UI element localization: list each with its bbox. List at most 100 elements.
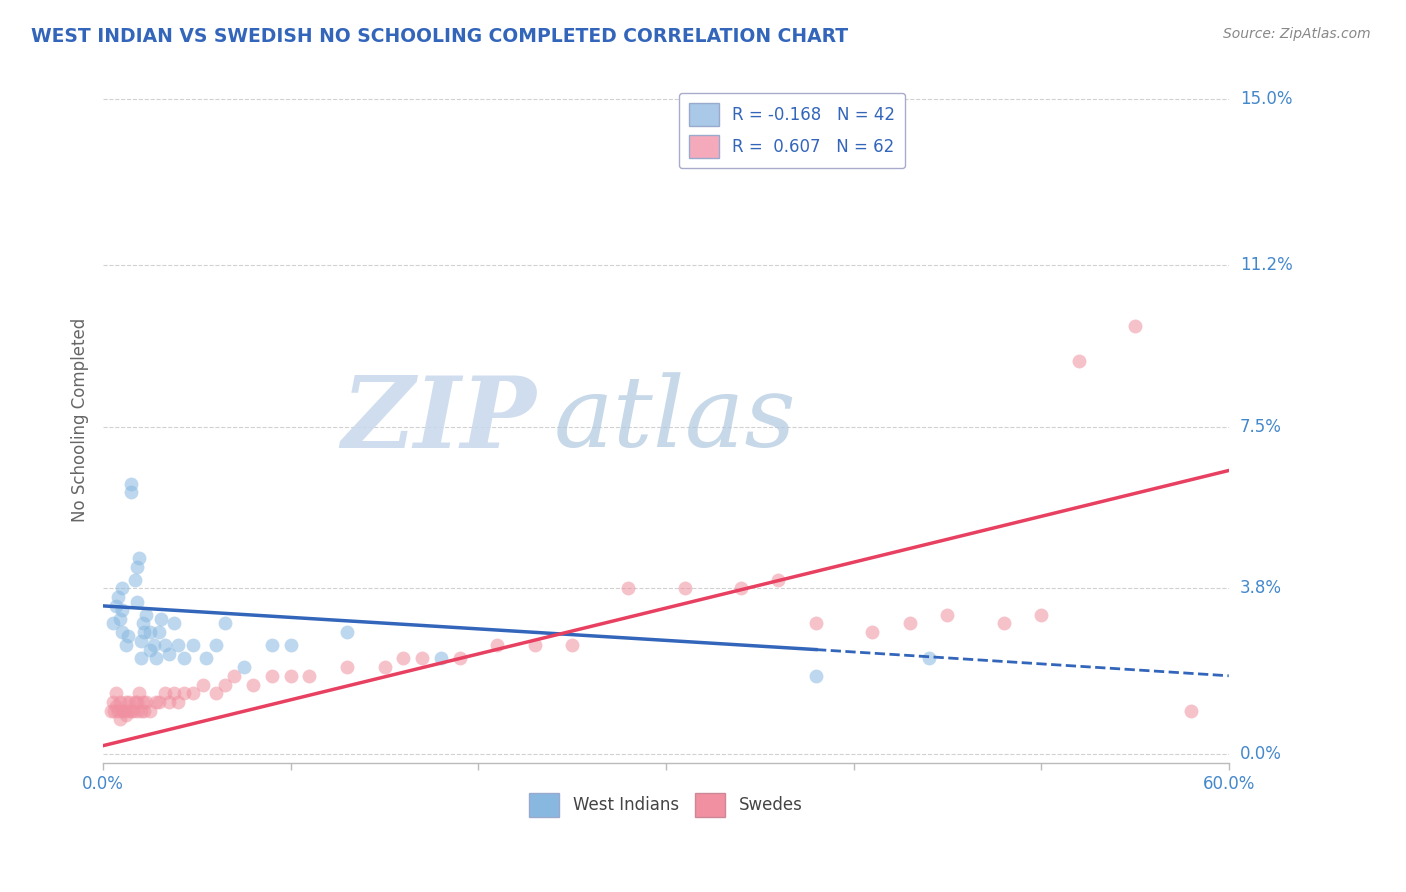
- Point: [139, 704, 162, 718]
- Point: [373, 660, 395, 674]
- Text: 11.2%: 11.2%: [1240, 256, 1292, 274]
- Point: [191, 677, 214, 691]
- Point: [617, 582, 640, 596]
- Point: [1029, 607, 1052, 622]
- Point: [108, 695, 131, 709]
- Point: [107, 590, 129, 604]
- Point: [167, 638, 190, 652]
- Point: [730, 582, 752, 596]
- Text: 0.0%: 0.0%: [1240, 746, 1282, 764]
- Point: [108, 612, 131, 626]
- Point: [204, 686, 226, 700]
- Point: [128, 686, 150, 700]
- Point: [120, 476, 142, 491]
- Point: [157, 647, 180, 661]
- Point: [118, 695, 141, 709]
- Point: [111, 603, 134, 617]
- Point: [117, 704, 139, 718]
- Point: [111, 582, 134, 596]
- Point: [936, 607, 959, 622]
- Point: [131, 695, 153, 709]
- Point: [993, 616, 1015, 631]
- Point: [105, 686, 128, 700]
- Point: [129, 704, 152, 718]
- Point: [125, 704, 148, 718]
- Point: [125, 594, 148, 608]
- Point: [153, 686, 176, 700]
- Point: [134, 625, 156, 640]
- Point: [163, 686, 186, 700]
- Point: [129, 651, 152, 665]
- Point: [134, 704, 156, 718]
- Point: [804, 616, 827, 631]
- Point: [181, 686, 204, 700]
- Point: [336, 625, 359, 640]
- Point: [139, 625, 162, 640]
- Point: [120, 485, 142, 500]
- Point: [1180, 704, 1202, 718]
- Point: [124, 695, 146, 709]
- Point: [101, 695, 124, 709]
- Point: [135, 695, 157, 709]
- Point: [103, 704, 125, 718]
- Point: [804, 669, 827, 683]
- Point: [139, 642, 162, 657]
- Point: [114, 708, 136, 723]
- Point: [117, 630, 139, 644]
- Point: [898, 616, 921, 631]
- Point: [242, 677, 264, 691]
- Point: [135, 607, 157, 622]
- Point: [163, 616, 186, 631]
- Point: [145, 651, 167, 665]
- Point: [128, 550, 150, 565]
- Point: [157, 695, 180, 709]
- Point: [145, 695, 167, 709]
- Point: [131, 616, 153, 631]
- Text: Source: ZipAtlas.com: Source: ZipAtlas.com: [1223, 27, 1371, 41]
- Point: [298, 669, 321, 683]
- Point: [101, 616, 124, 631]
- Point: [1067, 354, 1090, 368]
- Point: [148, 695, 170, 709]
- Point: [173, 686, 195, 700]
- Point: [142, 638, 165, 652]
- Point: [449, 651, 471, 665]
- Point: [232, 660, 254, 674]
- Point: [114, 638, 136, 652]
- Text: atlas: atlas: [554, 373, 796, 468]
- Point: [917, 651, 939, 665]
- Point: [150, 612, 173, 626]
- Point: [673, 582, 696, 596]
- Point: [224, 669, 246, 683]
- Point: [260, 638, 283, 652]
- Point: [181, 638, 204, 652]
- Point: [107, 704, 129, 718]
- Point: [122, 704, 145, 718]
- Point: [100, 704, 122, 718]
- Text: ZIP: ZIP: [342, 372, 537, 468]
- Point: [111, 625, 134, 640]
- Point: [336, 660, 359, 674]
- Point: [124, 573, 146, 587]
- Point: [129, 633, 152, 648]
- Point: [125, 695, 148, 709]
- Point: [392, 651, 415, 665]
- Point: [125, 559, 148, 574]
- Point: [280, 638, 302, 652]
- Point: [105, 599, 128, 613]
- Point: [1123, 319, 1146, 334]
- Point: [112, 704, 135, 718]
- Text: 7.5%: 7.5%: [1240, 417, 1282, 436]
- Y-axis label: No Schooling Completed: No Schooling Completed: [72, 318, 89, 523]
- Point: [411, 651, 433, 665]
- Point: [768, 573, 790, 587]
- Text: WEST INDIAN VS SWEDISH NO SCHOOLING COMPLETED CORRELATION CHART: WEST INDIAN VS SWEDISH NO SCHOOLING COMP…: [31, 27, 848, 45]
- Point: [214, 616, 236, 631]
- Point: [148, 625, 170, 640]
- Legend: West Indians, Swedes: West Indians, Swedes: [523, 787, 810, 823]
- Text: 3.8%: 3.8%: [1240, 580, 1282, 598]
- Point: [523, 638, 546, 652]
- Point: [105, 699, 128, 714]
- Point: [167, 695, 190, 709]
- Point: [153, 638, 176, 652]
